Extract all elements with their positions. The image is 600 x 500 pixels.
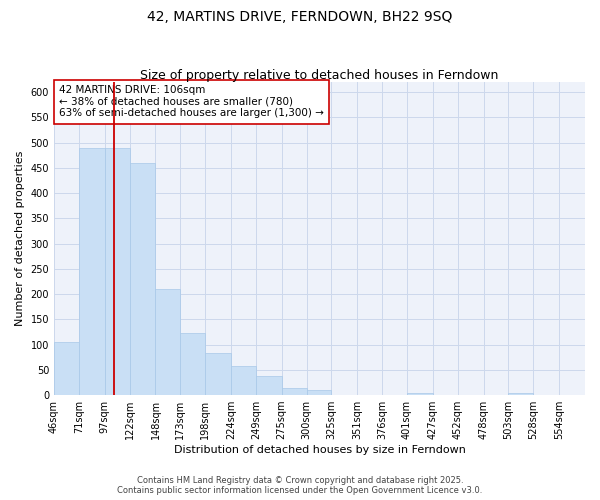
Bar bbox=[130, 163, 155, 395]
Bar bbox=[79, 148, 105, 395]
X-axis label: Distribution of detached houses by size in Ferndown: Distribution of detached houses by size … bbox=[173, 445, 466, 455]
Text: Contains HM Land Registry data © Crown copyright and database right 2025.
Contai: Contains HM Land Registry data © Crown c… bbox=[118, 476, 482, 495]
Bar bbox=[307, 390, 331, 395]
Bar bbox=[256, 376, 282, 395]
Bar bbox=[205, 353, 231, 395]
Bar bbox=[407, 392, 433, 395]
Text: 42, MARTINS DRIVE, FERNDOWN, BH22 9SQ: 42, MARTINS DRIVE, FERNDOWN, BH22 9SQ bbox=[148, 10, 452, 24]
Bar bbox=[508, 392, 533, 395]
Bar bbox=[282, 388, 307, 395]
Bar bbox=[54, 342, 79, 395]
Bar bbox=[231, 366, 256, 395]
Y-axis label: Number of detached properties: Number of detached properties bbox=[15, 151, 25, 326]
Bar bbox=[181, 334, 205, 395]
Bar bbox=[105, 148, 130, 395]
Bar bbox=[155, 289, 181, 395]
Title: Size of property relative to detached houses in Ferndown: Size of property relative to detached ho… bbox=[140, 69, 499, 82]
Text: 42 MARTINS DRIVE: 106sqm
← 38% of detached houses are smaller (780)
63% of semi-: 42 MARTINS DRIVE: 106sqm ← 38% of detach… bbox=[59, 85, 324, 118]
